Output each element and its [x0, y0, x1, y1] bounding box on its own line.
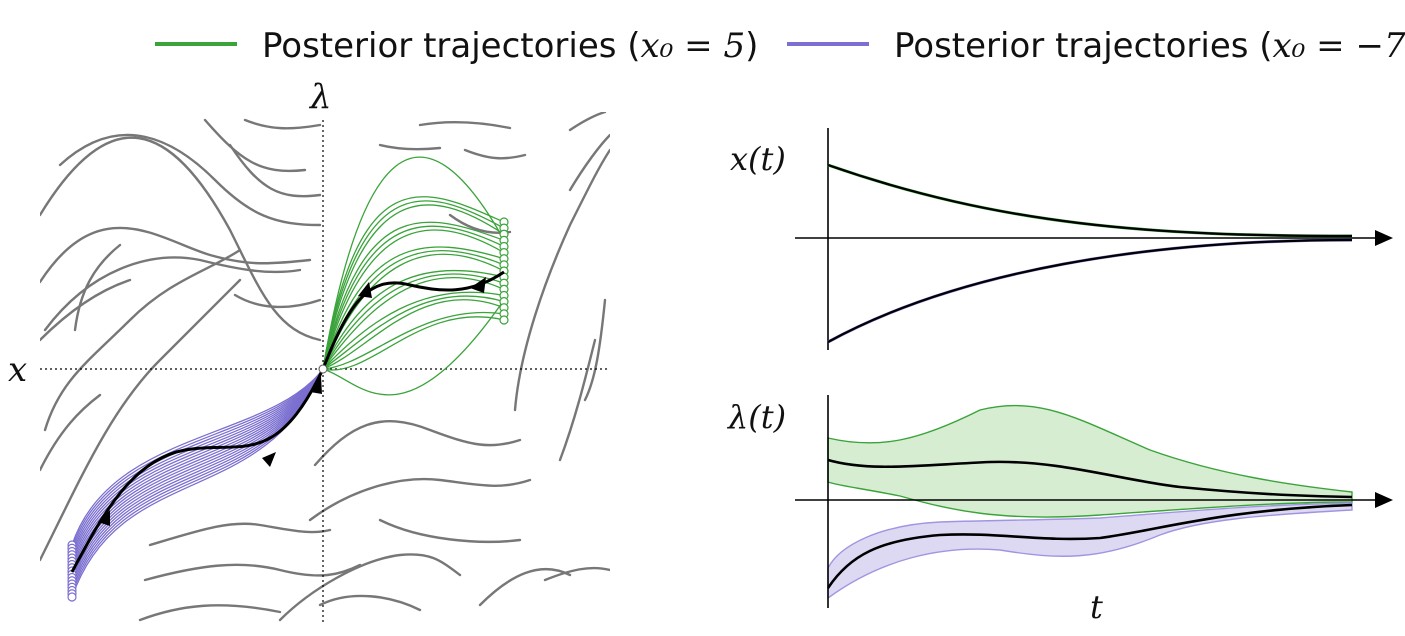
legend: Posterior trajectories (x₀ = 5) Posterio… — [155, 26, 1405, 66]
streamline — [278, 553, 462, 622]
xt-panel: x(t) — [730, 128, 1393, 350]
purple-trajectory — [71, 368, 324, 578]
streamline — [243, 118, 322, 130]
purple-trajectory — [71, 368, 324, 598]
green-trajectory — [322, 196, 505, 370]
green-trajectory — [322, 299, 505, 396]
streamline — [228, 143, 322, 198]
purple-trajectory — [71, 368, 324, 559]
green-trajectory — [322, 295, 505, 370]
purple-mean-arrow — [310, 376, 322, 394]
streamline — [313, 420, 522, 467]
green-trajectory — [322, 221, 505, 370]
purple-trajectory — [71, 368, 324, 568]
purple-mean-arrow — [98, 510, 110, 526]
green-trajectory — [322, 225, 505, 370]
xt-green-mean — [827, 163, 1353, 238]
streamline — [568, 133, 610, 192]
phase-x-label: x — [8, 350, 27, 390]
green-trajectory — [322, 291, 505, 370]
phase-lambda-label: λ — [308, 77, 332, 117]
legend-label-purple: Posterior trajectories (x₀ = −7) — [894, 26, 1405, 66]
streamline — [583, 298, 607, 402]
streamline — [318, 594, 422, 612]
xt-purple-mean — [827, 238, 1353, 343]
streamline — [40, 393, 102, 472]
streamline — [418, 120, 512, 130]
streamline — [233, 293, 322, 309]
streamline — [40, 136, 322, 342]
purple-trajectory — [71, 368, 324, 588]
streamline — [203, 118, 307, 173]
streamline — [543, 566, 610, 582]
streamline — [40, 278, 242, 562]
green-trajectory — [322, 204, 505, 370]
purple-trajectory — [71, 368, 324, 565]
origin-marker — [318, 364, 328, 374]
purple-trajectories — [67, 368, 324, 602]
purple-trajectory — [71, 368, 324, 549]
purple-trajectory — [71, 368, 324, 572]
green-trajectory — [322, 316, 505, 371]
purple-trajectory — [71, 368, 324, 581]
green-trajectory — [322, 200, 505, 370]
green-trajectories — [322, 156, 509, 396]
lambda-time-arrow — [1375, 492, 1393, 508]
streamline — [513, 148, 610, 412]
green-start-marker — [499, 315, 509, 325]
purple-mean-arrow — [262, 452, 276, 467]
streamline — [43, 248, 242, 432]
xt-time-arrow — [1375, 230, 1393, 246]
phase-streamlines — [40, 112, 610, 622]
lambda-purple-band — [827, 502, 1353, 600]
streamline — [308, 477, 532, 522]
green-trajectory — [322, 277, 505, 370]
purple-mean-trajectory — [70, 368, 325, 573]
xt-purple-line — [827, 238, 1353, 344]
lambda-purple-mean — [826, 503, 1353, 589]
streamline — [378, 518, 522, 544]
streamline — [568, 112, 607, 132]
purple-trajectory — [71, 368, 324, 552]
streamline — [558, 338, 597, 462]
green-trajectory — [322, 299, 505, 370]
green-trajectory — [322, 229, 505, 370]
streamline — [40, 226, 312, 284]
streamline — [58, 133, 322, 227]
green-trajectory — [322, 311, 505, 370]
lambda-green-mean — [827, 458, 1353, 499]
streamline — [143, 563, 362, 582]
purple-start-marker — [67, 592, 77, 602]
legend-label-green: Posterior trajectories (x₀ = 5) — [262, 26, 758, 66]
streamline — [148, 522, 332, 547]
green-mean-trajectory — [321, 270, 505, 370]
streamline — [73, 243, 122, 332]
streamline — [138, 604, 282, 622]
lambda-green-band — [827, 404, 1353, 518]
lambda-ylabel: λ(t) — [726, 398, 786, 436]
green-trajectory — [322, 273, 505, 370]
green-trajectory — [322, 246, 505, 370]
green-trajectory — [322, 156, 505, 370]
lambda-panel: λ(t) t — [726, 395, 1393, 626]
green-mean-arrow — [358, 282, 372, 298]
purple-trajectory — [71, 368, 324, 562]
phase-portrait: x λ — [8, 77, 610, 624]
streamline — [478, 567, 572, 607]
streamline — [40, 278, 132, 342]
xt-ylabel: x(t) — [730, 140, 786, 178]
lambda-xlabel: t — [1090, 588, 1103, 626]
purple-trajectory — [71, 368, 324, 585]
purple-trajectory — [71, 368, 324, 546]
streamline — [378, 143, 442, 151]
green-mean-arrow — [470, 277, 486, 293]
streamline — [463, 148, 527, 160]
